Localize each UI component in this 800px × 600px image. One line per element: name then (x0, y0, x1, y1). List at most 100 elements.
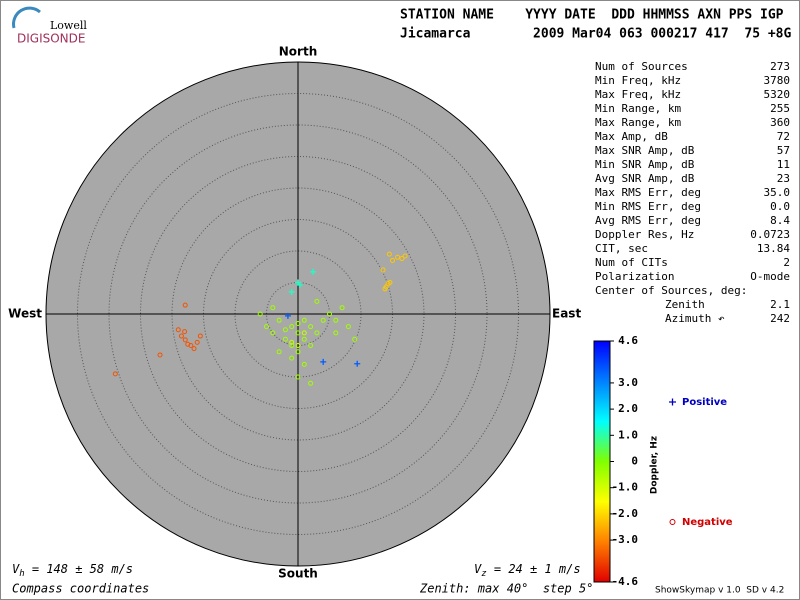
legend-label: Positive (682, 397, 727, 408)
stat-label: Zenith (665, 298, 705, 311)
source-negative (345, 324, 351, 330)
stat-label: Max Freq, kHz (595, 88, 681, 101)
source-negative (402, 253, 408, 259)
source-negative (295, 330, 301, 336)
source-negative (289, 339, 295, 345)
colorbar-tick-label: 3.0 (618, 376, 638, 389)
compass-label: West (8, 307, 42, 321)
stat-label: CIT, sec (595, 242, 648, 255)
source-negative (395, 254, 401, 260)
stat-value: 2 (783, 256, 790, 269)
source-negative (352, 336, 358, 342)
stat-label: Num of CITs (595, 256, 668, 269)
stat-label: Avg RMS Err, deg (595, 214, 701, 227)
stat-label: Doppler Res, Hz (595, 228, 694, 241)
source-positive (354, 360, 361, 367)
source-negative (182, 337, 188, 343)
source-negative (270, 305, 276, 311)
colorbar-tick-label: 1.0 (618, 428, 638, 441)
source-negative (339, 305, 345, 311)
source-negative (301, 361, 307, 367)
stat-value: 72 (777, 130, 790, 143)
source-negative (308, 324, 314, 330)
source-negative (194, 339, 200, 345)
stat-value: 8.4 (770, 214, 790, 227)
source-negative (276, 317, 282, 323)
source-negative (295, 374, 301, 380)
logo-top: Lowell (50, 19, 87, 32)
colorbar (593, 340, 611, 583)
source-negative (289, 355, 295, 361)
legend-marker (669, 398, 676, 406)
stat-value: 242 (770, 312, 790, 325)
stat-value: O-mode (750, 270, 790, 283)
logo-bottom: DIGISONDE (17, 32, 85, 46)
colorbar-tick-label: 0 (631, 455, 638, 468)
source-negative (380, 267, 386, 273)
source-positive (310, 268, 317, 275)
colorbar-tick-label: -3.0 (612, 533, 639, 546)
coords-note: Compass coordinates (12, 582, 149, 596)
source-negative (386, 251, 392, 257)
stat-value: 5320 (764, 88, 791, 101)
colorbar-tick-label: -1.0 (612, 481, 639, 494)
source-positive (320, 358, 327, 365)
source-negative (289, 343, 295, 348)
stat-value: 273 (770, 60, 790, 73)
source-negative (301, 317, 307, 323)
source-positive (284, 312, 291, 319)
source-positive (295, 279, 301, 286)
source-negative (185, 341, 191, 347)
source-negative (387, 280, 393, 285)
stat-value: 360 (770, 116, 790, 129)
stat-value: 13.84 (757, 242, 790, 255)
source-negative (308, 343, 314, 348)
header-line: Jicamarca 2009 Mar04 063 000217 417 75 +… (400, 27, 792, 42)
stat-value: 0.0723 (750, 228, 790, 241)
stat-label: Min RMS Err, deg (595, 200, 701, 213)
source-negative (390, 257, 395, 263)
source-negative (295, 343, 301, 348)
colorbar-tick-label: 2.0 (618, 402, 638, 415)
stat-label: Min Freq, kHz (595, 74, 681, 87)
source-negative (282, 336, 288, 342)
source-negative (320, 317, 326, 323)
stat-value: 57 (777, 144, 790, 157)
stat-label: Max RMS Err, deg (595, 186, 701, 199)
source-negative (382, 286, 388, 292)
source-negative (301, 330, 307, 336)
source-negative (175, 327, 181, 333)
source-positive (288, 288, 295, 295)
stat-label: Center of Sources, deg: (595, 284, 747, 297)
vz: Vz = 24 ± 1 m/s (474, 562, 581, 579)
compass-label: North (279, 45, 317, 59)
version: ShowSkymap v 1.0 SD v 4.2 (655, 586, 784, 596)
source-negative (327, 311, 332, 317)
source-negative (112, 371, 118, 377)
stat-label: Max Amp, dB (595, 130, 668, 143)
source-negative (264, 324, 269, 330)
stat-value: 3780 (764, 74, 791, 87)
legend-marker (669, 519, 676, 525)
source-negative (197, 333, 203, 339)
stat-label: Min SNR Amp, dB (595, 158, 695, 171)
source-negative (282, 327, 288, 333)
compass-label: South (278, 567, 318, 581)
source-negative (182, 302, 188, 308)
source-negative (270, 330, 276, 336)
compass-label: East (552, 307, 581, 321)
source-negative (314, 330, 320, 336)
source-negative (289, 324, 295, 330)
source-negative (308, 380, 314, 386)
colorbar-tick-label: -2.0 (612, 507, 639, 520)
vh: Vh = 148 ± 58 m/s (12, 562, 133, 579)
source-negative (295, 320, 301, 326)
stat-value: 255 (770, 102, 790, 115)
source-negative (257, 311, 263, 317)
source-negative (157, 352, 163, 358)
source-negative (182, 329, 188, 335)
source-negative (295, 349, 301, 355)
stat-value: 35.0 (764, 186, 791, 199)
